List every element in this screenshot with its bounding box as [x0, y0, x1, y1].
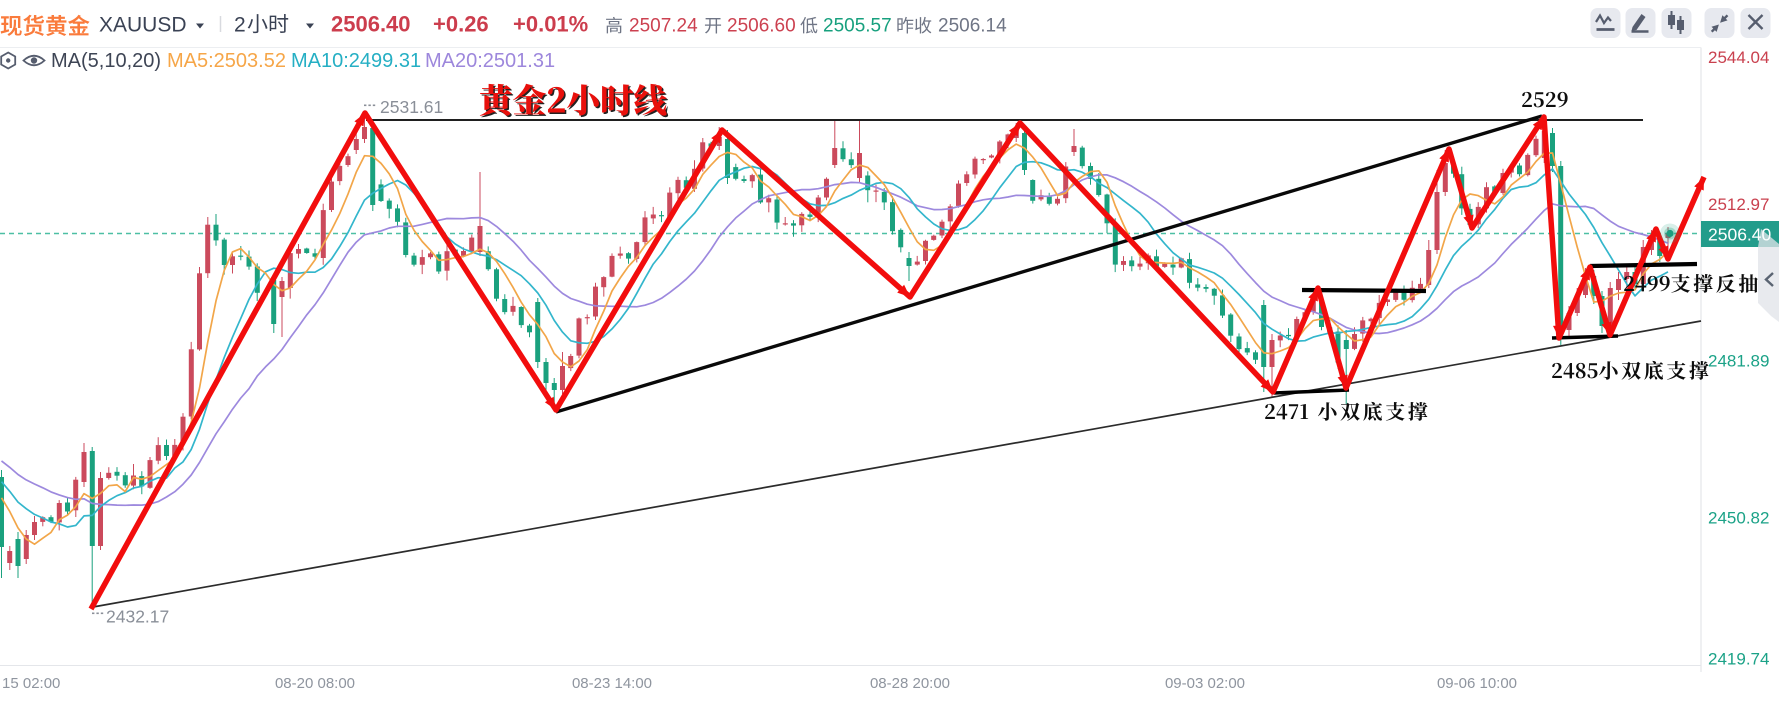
svg-text:08-20 08:00: 08-20 08:00	[275, 675, 355, 692]
svg-text:15 02:00: 15 02:00	[2, 675, 60, 692]
svg-text:08-28 20:00: 08-28 20:00	[870, 675, 950, 692]
svg-text:MA20:2501.31: MA20:2501.31	[425, 50, 555, 72]
svg-text:MA(5,10,20): MA(5,10,20)	[51, 50, 161, 72]
svg-text:2506.14: 2506.14	[938, 16, 1007, 37]
svg-text:2531.61: 2531.61	[380, 97, 443, 117]
svg-text:XAUUSD: XAUUSD	[99, 14, 187, 37]
svg-text:+0.01%: +0.01%	[513, 12, 588, 37]
svg-text:MA10:2499.31: MA10:2499.31	[291, 50, 421, 72]
svg-text:2506.40: 2506.40	[331, 12, 411, 37]
svg-text:MA5:2503.52: MA5:2503.52	[167, 50, 286, 72]
svg-text:2419.74: 2419.74	[1708, 650, 1769, 669]
svg-text:+0.26: +0.26	[433, 12, 489, 37]
svg-text:2512.97: 2512.97	[1708, 195, 1769, 214]
svg-text:2506.40: 2506.40	[1708, 225, 1772, 245]
svg-text:2505.57: 2505.57	[823, 16, 892, 37]
svg-text:09-03 02:00: 09-03 02:00	[1165, 675, 1245, 692]
svg-text:2450.82: 2450.82	[1708, 509, 1769, 528]
svg-text:08-23 14:00: 08-23 14:00	[572, 675, 652, 692]
svg-text:2506.60: 2506.60	[727, 16, 796, 37]
svg-text:2507.24: 2507.24	[629, 16, 698, 37]
svg-text:2544.04: 2544.04	[1708, 48, 1769, 67]
svg-text:2: 2	[234, 14, 246, 37]
svg-text:2481.89: 2481.89	[1708, 352, 1769, 371]
svg-text:09-06 10:00: 09-06 10:00	[1437, 675, 1517, 692]
svg-text:2432.17: 2432.17	[106, 607, 169, 627]
